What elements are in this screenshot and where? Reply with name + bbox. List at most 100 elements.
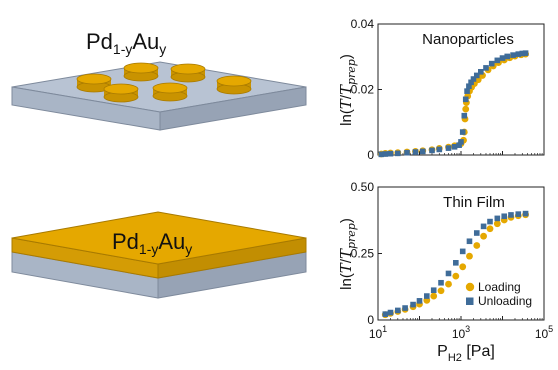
data-point-unloading	[395, 150, 401, 157]
nanodisk	[103, 83, 139, 103]
data-point-loading	[445, 280, 452, 288]
data-point-unloading	[488, 60, 495, 67]
x-tick-label: 101	[369, 324, 387, 341]
data-point-loading	[462, 105, 470, 113]
data-point-loading	[452, 272, 460, 280]
data-point-loading	[486, 225, 494, 233]
data-point-unloading	[468, 79, 474, 86]
data-point-unloading	[494, 57, 501, 64]
nanodisk	[216, 75, 252, 95]
data-point-unloading	[462, 96, 469, 103]
bottom-y-axis-label: ln(T/Tprep)	[337, 218, 358, 290]
data-point-unloading	[416, 298, 423, 304]
nanodisk	[170, 63, 206, 83]
data-point-unloading	[461, 112, 468, 119]
legend-unloading-label: Unloading	[478, 294, 532, 308]
top-chart-title: Nanoparticles	[422, 31, 514, 48]
data-point-unloading	[382, 311, 389, 317]
data-point-unloading	[404, 149, 410, 156]
data-point-unloading	[456, 142, 462, 148]
data-point-loading	[473, 242, 481, 249]
data-point-unloading	[378, 151, 385, 158]
legend-loading-label: Loading	[478, 280, 521, 294]
data-point-loading	[437, 287, 445, 295]
thin-film-illustration	[11, 211, 307, 299]
data-point-unloading	[410, 301, 416, 308]
data-point-unloading	[494, 215, 501, 222]
data-point-unloading	[473, 72, 480, 79]
legend-unloading-marker	[466, 297, 474, 305]
data-point-loading	[466, 252, 473, 260]
data-point-unloading	[473, 230, 480, 236]
y-tick-label: 0.02	[351, 83, 375, 97]
data-point-loading	[493, 220, 501, 228]
gold-nanodisks	[76, 62, 252, 103]
legend: Loading Unloading	[465, 280, 532, 308]
data-point-unloading	[412, 149, 419, 155]
nanoparticle-illustration	[11, 61, 307, 131]
data-point-unloading	[522, 50, 529, 56]
data-point-unloading	[519, 50, 526, 57]
y-tick-label: 0.25	[351, 247, 375, 261]
x-tick-label: 105	[535, 324, 553, 341]
film-top-face	[11, 211, 307, 265]
data-point-unloading	[436, 146, 443, 153]
data-point-unloading	[429, 147, 435, 154]
bottom-chart-title: Thin Film	[443, 194, 505, 211]
data-point-unloading	[445, 145, 452, 151]
data-point-unloading	[419, 148, 426, 155]
top-y-axis-label: ln(T/Tprep)	[337, 54, 358, 126]
data-point-unloading	[459, 248, 466, 255]
data-point-unloading	[470, 76, 477, 82]
y-tick-label: 0.04	[351, 17, 375, 31]
y-tick-label: 0	[367, 148, 374, 162]
data-point-unloading	[510, 52, 516, 58]
substrate-right-face	[159, 86, 307, 131]
data-point-loading	[459, 263, 467, 271]
data-point-unloading	[515, 51, 522, 57]
data-point-unloading	[402, 305, 408, 311]
y-tick-label: 0	[367, 313, 374, 327]
data-point-unloading	[487, 218, 493, 225]
data-point-unloading	[430, 287, 437, 294]
data-point-unloading	[445, 270, 452, 277]
x-tick-label: 103	[452, 324, 470, 341]
data-point-unloading	[387, 150, 394, 157]
data-point-unloading	[501, 213, 508, 220]
data-point-unloading	[424, 293, 430, 299]
nanodisk	[123, 62, 159, 82]
data-point-unloading	[451, 144, 458, 150]
data-point-unloading	[504, 53, 511, 60]
legend-loading-marker	[465, 282, 475, 292]
data-point-unloading	[466, 83, 472, 90]
data-point-unloading	[395, 307, 401, 314]
data-point-unloading	[483, 65, 489, 71]
data-point-loading	[480, 232, 487, 240]
x-axis-label: PH2 [Pa]	[437, 343, 495, 364]
data-point-unloading	[515, 211, 522, 217]
data-point-unloading	[382, 151, 389, 157]
data-point-unloading	[459, 129, 466, 135]
data-point-unloading	[387, 309, 394, 316]
data-point-unloading	[458, 139, 464, 145]
data-point-unloading	[466, 238, 473, 245]
top-series-points	[377, 50, 529, 158]
top-composition-label: Pd1-yAuy	[86, 29, 166, 57]
data-point-unloading	[478, 69, 484, 75]
data-point-unloading	[499, 55, 506, 61]
data-point-unloading	[480, 223, 487, 230]
data-point-unloading	[522, 210, 529, 217]
data-point-loading	[430, 292, 438, 300]
nanodisk	[152, 82, 188, 102]
data-point-unloading	[438, 279, 444, 286]
bottom-series-points	[381, 210, 529, 319]
bottom-composition-label: Pd1-yAuy	[112, 229, 192, 257]
data-point-unloading	[453, 260, 459, 266]
data-point-unloading	[464, 88, 470, 94]
data-point-unloading	[508, 212, 514, 218]
nanodisk	[76, 73, 112, 93]
thin-film-chart: 0 0.25 0.50 101 103 105 Thin Film ln(T/Tprep)…	[337, 180, 553, 364]
y-tick-label: 0.50	[351, 180, 375, 194]
